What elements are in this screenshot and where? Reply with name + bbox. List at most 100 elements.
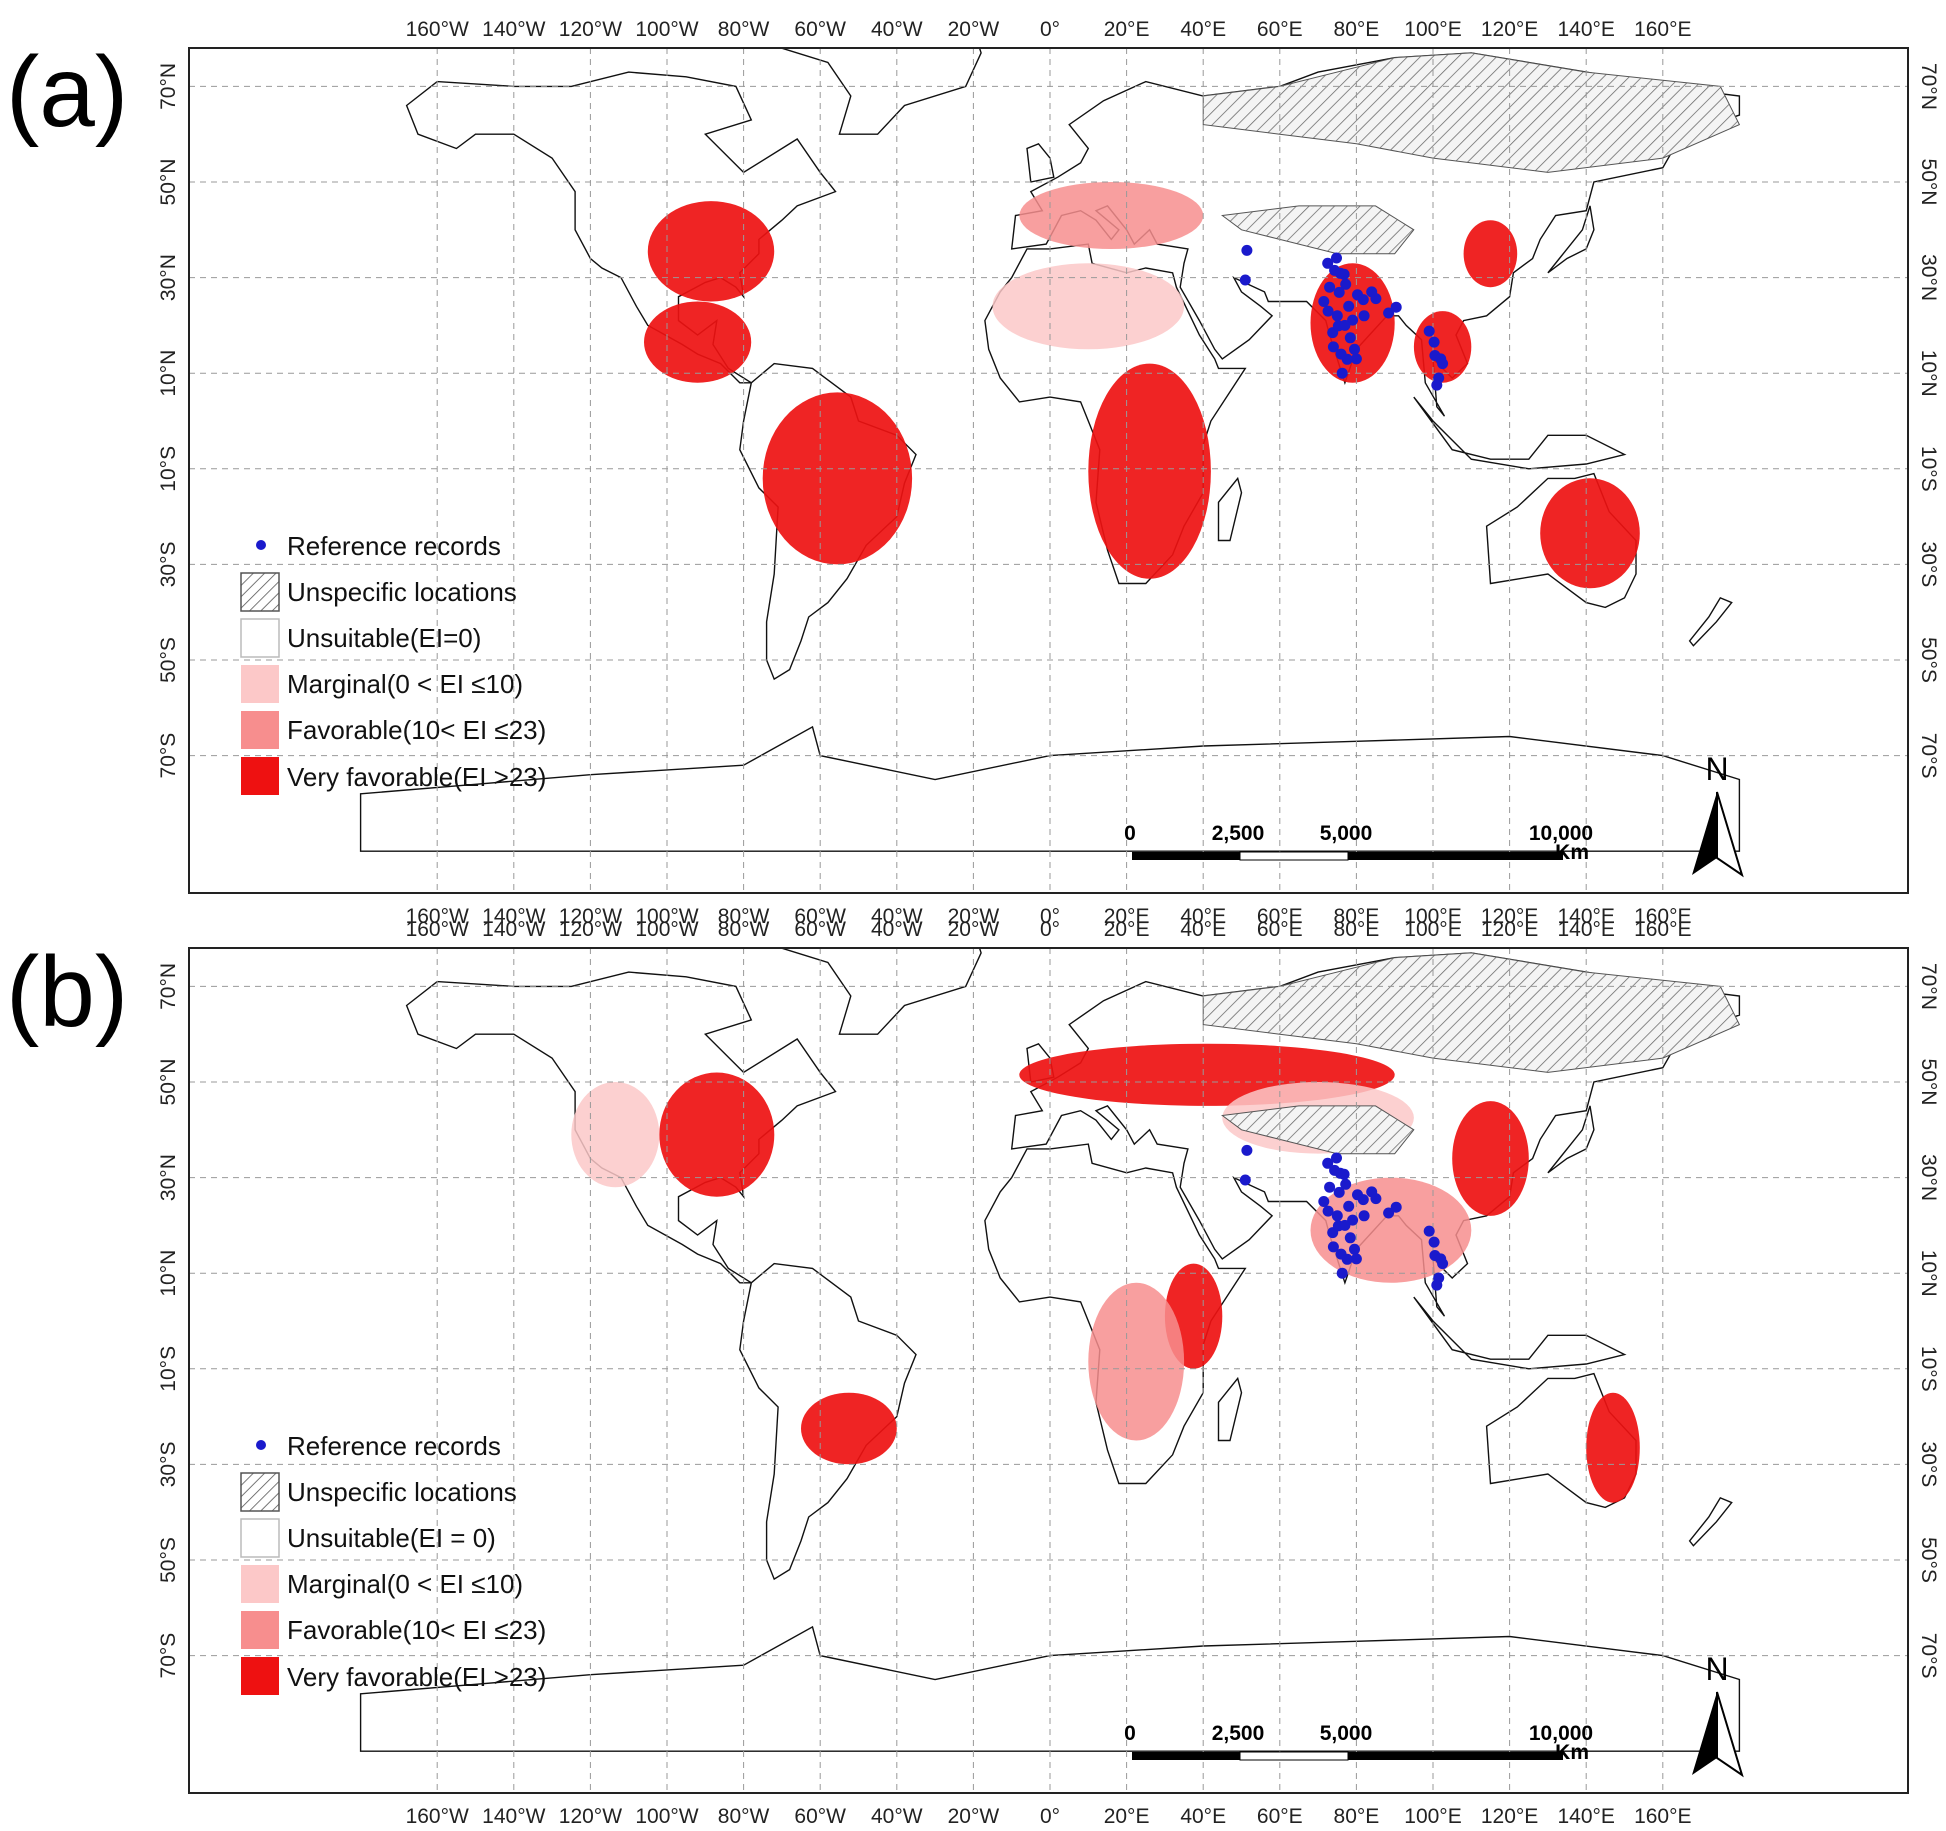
legend-reference-label: Reference records [287, 1431, 501, 1461]
scale-unit: Km [1555, 1741, 1589, 1764]
lon-label-top: 40°E [1180, 918, 1226, 941]
suitability-region [762, 392, 913, 565]
lat-label-right: 50°N [1917, 159, 1940, 206]
lon-label-bottom: 20°E [1104, 1805, 1150, 1828]
scale-segment-1 [1132, 852, 1240, 860]
reference-record-point [1347, 314, 1359, 326]
lon-label-bottom: 140°W [482, 1805, 545, 1828]
panel-label: (b) [6, 936, 129, 1048]
lat-label-left: 10°S [157, 446, 180, 492]
suitability-region [1413, 311, 1472, 383]
north-arrow-right [1716, 791, 1744, 878]
lon-label-bottom: 0° [1040, 1805, 1060, 1828]
scale-segment-3 [1348, 852, 1563, 860]
legend-marginal-label: Marginal(0 < EI ≤10) [287, 1569, 523, 1599]
landmass-japan [1547, 1105, 1595, 1174]
lon-label-top: 160°W [406, 18, 469, 41]
lon-label-bottom: 160°E [1634, 905, 1691, 928]
lon-label-top: 100°W [635, 918, 698, 941]
reference-record-point [1383, 307, 1395, 319]
legend-very-favorable-label: Very favorable(EI >23) [287, 1662, 546, 1692]
unspecific-locations-layer [1202, 52, 1741, 255]
lat-label-left: 70°S [157, 1633, 180, 1679]
reference-record-point [1340, 278, 1352, 290]
map-panel-b: (b) 160°W 160°W 140°W 140°W 120°W 120°W 100°W 1… [0, 900, 1946, 1831]
lon-label-bottom: 20°W [948, 1805, 1000, 1828]
lat-label-right: 10°N [1917, 350, 1940, 397]
reference-record-point [1437, 358, 1449, 370]
reference-record-point [1324, 281, 1336, 293]
lon-label-bottom: 140°E [1557, 1805, 1614, 1828]
lat-label-right: 10°S [1917, 446, 1940, 492]
lon-label-bottom: 20°W [948, 905, 1000, 928]
suitability-region [1540, 478, 1640, 589]
lon-label-top: 120°E [1481, 918, 1538, 941]
lon-label-bottom: 80°W [718, 1805, 770, 1828]
reference-record-point [1336, 367, 1348, 379]
lon-label-bottom: 100°W [635, 905, 698, 928]
reference-record-point [1322, 305, 1334, 317]
lat-label-left: 70°N [157, 963, 180, 1010]
scale-label-5000: 5,000 [1320, 822, 1373, 845]
reference-record-point [1331, 252, 1342, 264]
lon-label-top: 80°W [718, 18, 770, 41]
lon-label-bottom: 120°E [1481, 1805, 1538, 1828]
north-arrow-left [1692, 1692, 1717, 1775]
landmass-greenland [780, 48, 982, 135]
suitability-region [644, 301, 752, 383]
scale-label-0: 0 [1124, 1722, 1136, 1745]
lat-label-right: 10°N [1917, 1250, 1940, 1297]
reference-record-point [1324, 1181, 1336, 1193]
reference-record-point [1339, 319, 1351, 331]
north-arrow: N [1692, 1651, 1744, 1778]
legend-marginal-swatch [241, 665, 279, 703]
reference-record-point [1357, 294, 1369, 306]
reference-record-point [1338, 1168, 1350, 1180]
lon-label-top: 140°W [482, 918, 545, 941]
reference-record-point [1366, 1186, 1378, 1198]
lat-label-right: 70°N [1917, 63, 1940, 110]
suitability-region [801, 1392, 897, 1465]
reference-record-point [1336, 1267, 1348, 1279]
legend-reference-symbol [256, 540, 266, 550]
legend-unspecific-label: Unspecific locations [287, 577, 517, 607]
lon-label-top: 160°E [1634, 918, 1691, 941]
lat-label-left: 30°S [157, 1442, 180, 1488]
lon-label-top: 140°E [1557, 18, 1614, 41]
landmass-japan [1547, 205, 1595, 274]
lon-label-top: 80°E [1334, 18, 1380, 41]
suitability-region [1452, 1101, 1529, 1216]
lon-label-top: 120°W [559, 18, 622, 41]
legend-unspecific-swatch [240, 1472, 280, 1512]
lon-label-bottom: 40°W [871, 1805, 923, 1828]
reference-record-point [1241, 244, 1253, 256]
landmass-greenland [780, 948, 982, 1035]
lat-label-right: 70°S [1917, 1633, 1940, 1679]
legend-unspecific-label: Unspecific locations [287, 1477, 517, 1507]
lon-label-top: 140°W [482, 18, 545, 41]
reference-record-point [1333, 1186, 1345, 1198]
scale-bar: 0 2,500 5,000 10,000 Km [1124, 1722, 1593, 1764]
lon-label-top: 100°W [635, 18, 698, 41]
lon-label-top: 60°W [794, 18, 846, 41]
suitability-region [1586, 1392, 1640, 1503]
legend-unsuitable-label: Unsuitable(EI=0) [287, 623, 481, 653]
lon-label-bottom: 120°W [559, 1805, 622, 1828]
reference-records-layer [1239, 244, 1449, 391]
reference-record-point [1357, 1194, 1369, 1206]
legend-favorable-swatch [241, 711, 279, 749]
reference-record-point [1318, 1196, 1330, 1207]
lat-label-right: 70°N [1917, 963, 1940, 1010]
suitability-region [1463, 220, 1518, 288]
coordinate-ticks: 160°W 160°W 140°W 140°W 120°W 120°W 100°W 100°W… [157, 918, 1940, 1828]
scale-segment-3 [1348, 1752, 1563, 1760]
suitability-region [1088, 1282, 1185, 1441]
scale-segment-1 [1132, 1752, 1240, 1760]
lat-label-left: 30°N [157, 254, 180, 301]
lat-label-right: 10°S [1917, 1346, 1940, 1392]
lat-label-left: 10°S [157, 1346, 180, 1392]
reference-record-point [1335, 348, 1347, 360]
lat-label-right: 30°S [1917, 542, 1940, 588]
reference-record-point [1358, 310, 1370, 322]
unspecific-location-area [1202, 52, 1741, 173]
